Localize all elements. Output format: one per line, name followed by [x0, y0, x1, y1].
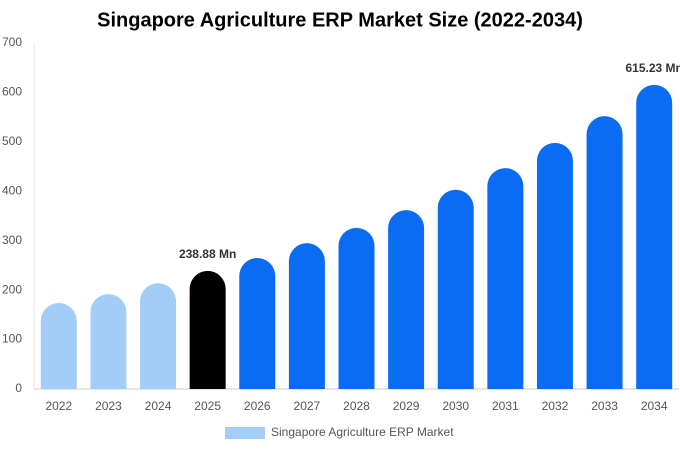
x-tick-label: 2034	[641, 399, 668, 413]
x-tick-label: 2033	[591, 399, 618, 413]
x-tick-label: 2024	[145, 399, 172, 413]
bar	[487, 168, 524, 389]
bar	[239, 258, 276, 389]
bar	[189, 270, 226, 389]
y-tick-label: 500	[2, 134, 22, 148]
bar	[388, 210, 425, 389]
x-tick-label: 2026	[244, 399, 271, 413]
legend-swatch	[225, 427, 265, 439]
y-tick-label: 300	[2, 233, 22, 247]
x-tick-label: 2030	[442, 399, 469, 413]
chart-title: Singapore Agriculture ERP Market Size (2…	[97, 9, 583, 31]
bar	[90, 294, 127, 389]
x-tick-label: 2028	[343, 399, 370, 413]
legend-label: Singapore Agriculture ERP Market	[271, 425, 454, 439]
y-tick-label: 600	[2, 85, 22, 99]
x-tick-label: 2029	[393, 399, 420, 413]
x-tick-label: 2027	[294, 399, 321, 413]
value-label: 615.23 Mn	[626, 61, 680, 75]
x-tick-label: 2031	[492, 399, 519, 413]
y-tick-label: 700	[2, 35, 22, 49]
y-tick-label: 200	[2, 282, 22, 296]
x-tick-label: 2022	[45, 399, 72, 413]
bar	[437, 189, 474, 389]
x-tick-label: 2025	[194, 399, 221, 413]
x-tick-label: 2032	[542, 399, 569, 413]
y-tick-label: 100	[2, 332, 22, 346]
bar	[40, 302, 77, 389]
bar	[338, 227, 375, 389]
bar	[586, 116, 623, 389]
bar	[536, 142, 573, 389]
bar	[636, 84, 673, 389]
bar	[288, 243, 325, 389]
y-tick-label: 0	[15, 381, 22, 395]
bar	[140, 283, 177, 389]
y-tick-label: 400	[2, 183, 22, 197]
value-label: 238.88 Mn	[179, 247, 236, 261]
x-tick-label: 2023	[95, 399, 122, 413]
